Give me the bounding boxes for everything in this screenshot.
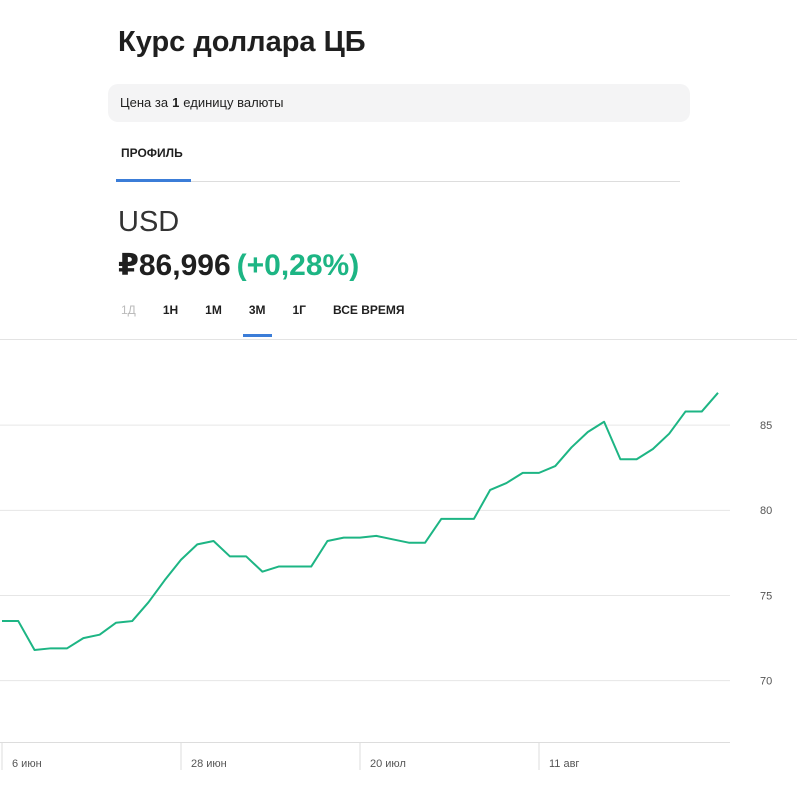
price-line xyxy=(2,392,719,652)
x-tick-label: 6 июн xyxy=(12,758,42,770)
x-tick-label: 20 июл xyxy=(370,758,406,770)
y-tick-label: 70 xyxy=(760,676,772,688)
period-button[interactable]: 1Г xyxy=(292,303,306,317)
price-row: ₽86,996 (+0,28%) xyxy=(118,248,359,283)
period-button[interactable]: 3М xyxy=(242,303,272,337)
x-tick-label: 11 авг xyxy=(549,758,579,770)
period-selector: 1Д 1Н 1М 3М 1Г ВСЕ ВРЕМЯ xyxy=(121,303,432,337)
tab-indicator xyxy=(116,179,191,182)
y-tick-label: 75 xyxy=(760,590,772,602)
period-button[interactable]: ВСЕ ВРЕМЯ xyxy=(332,303,405,317)
price: ₽86,996 xyxy=(118,249,231,282)
note-text: Цена за xyxy=(120,95,169,110)
tab[interactable]: ПРОФИЛЬ xyxy=(121,146,183,160)
period-button[interactable]: 1М xyxy=(205,303,222,317)
y-tick-label: 80 xyxy=(760,505,772,517)
note-text: единицу валюты xyxy=(183,95,284,110)
x-tick-label: 28 июн xyxy=(191,758,227,770)
period-button[interactable]: 1Д xyxy=(121,303,136,317)
title: Курс доллара ЦБ xyxy=(118,26,366,58)
change: (+0,28%) xyxy=(236,249,360,282)
y-tick-label: 85 xyxy=(760,420,772,432)
note-number: 1 xyxy=(172,95,180,110)
ticker: USD xyxy=(118,206,180,238)
note: Цена за 1 единицу валюты xyxy=(108,84,690,122)
period-button[interactable]: 1Н xyxy=(162,303,179,317)
tab-divider xyxy=(116,181,680,182)
